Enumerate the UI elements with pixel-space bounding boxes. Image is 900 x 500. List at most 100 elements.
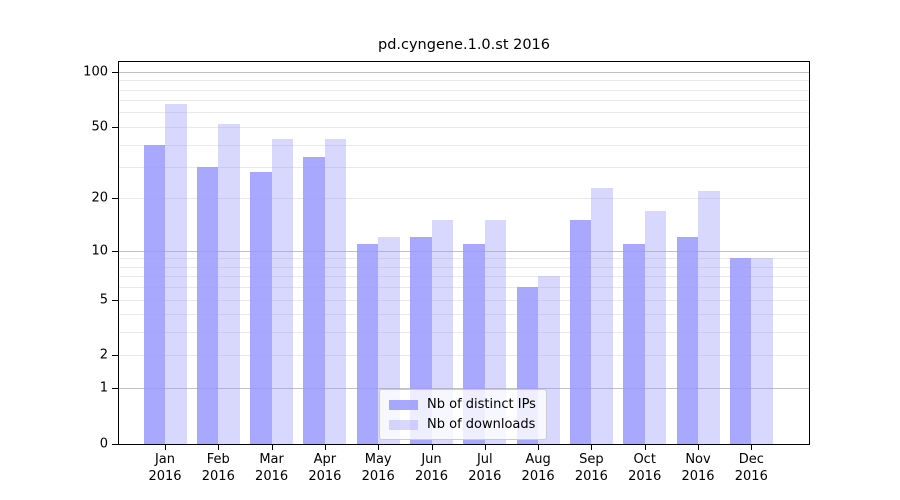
x-tick-mark-mar xyxy=(271,445,273,450)
x-tick-year: 2016 xyxy=(468,468,502,484)
bar-sep-distinct-ips xyxy=(569,220,592,444)
bar-dec-distinct-ips xyxy=(729,258,752,444)
x-tick-mark-nov xyxy=(698,445,699,450)
x-tick-label-dec: Dec 2016 xyxy=(721,452,781,485)
x-tick-year: 2016 xyxy=(681,468,715,484)
legend-item-downloads: Nb of downloads xyxy=(389,417,536,432)
x-tick-month: May xyxy=(364,452,392,467)
x-tick-label-may: May 2016 xyxy=(348,452,408,485)
legend-swatch-downloads xyxy=(389,419,418,430)
y-tick-mark-50 xyxy=(112,126,118,128)
x-tick-month: Aug xyxy=(525,452,551,467)
bar-oct-downloads xyxy=(644,210,667,444)
y-tick-mark-1 xyxy=(112,388,118,390)
bar-jun-downloads xyxy=(431,220,453,444)
x-tick-label-jan: Jan 2016 xyxy=(135,452,195,485)
x-tick-month: Apr xyxy=(313,452,337,467)
x-tick-year: 2016 xyxy=(521,468,555,484)
y-tick-mark-0 xyxy=(112,444,118,445)
x-tick-month: Jan xyxy=(154,452,176,467)
x-tick-mark-jun xyxy=(431,445,433,450)
x-tick-year: 2016 xyxy=(414,468,449,484)
x-tick-mark-apr xyxy=(324,445,326,450)
bar-dec-downloads xyxy=(751,258,773,444)
bar-apr-downloads xyxy=(324,138,347,444)
y-tick-label-1: 1 xyxy=(99,380,108,396)
y-tick-mark-100 xyxy=(112,71,118,73)
x-tick-month: Feb xyxy=(206,452,230,467)
bar-mar-downloads xyxy=(271,138,294,444)
x-tick-label-oct: Oct 2016 xyxy=(615,452,675,485)
legend-label-distinct-ips: Nb of distinct IPs xyxy=(427,397,536,412)
x-tick-label-sep: Sep 2016 xyxy=(561,452,621,485)
x-tick-mark-sep xyxy=(591,445,593,450)
plot-canvas xyxy=(119,62,809,444)
y-tick-label-100: 100 xyxy=(83,64,108,80)
legend-label-downloads: Nb of downloads xyxy=(427,417,536,432)
gridline-30 xyxy=(119,167,809,168)
x-tick-month: Mar xyxy=(259,452,284,467)
x-tick-mark-jul xyxy=(484,445,486,450)
gridline-70 xyxy=(119,100,809,102)
bar-nov-distinct-ips xyxy=(676,237,698,444)
y-tick-label-0: 0 xyxy=(99,436,108,452)
x-tick-mark-aug xyxy=(538,445,540,450)
bar-apr-distinct-ips xyxy=(303,157,325,444)
gridline-60 xyxy=(119,112,809,114)
bar-may-distinct-ips xyxy=(356,243,379,444)
bar-jan-distinct-ips xyxy=(143,144,165,444)
y-tick-label-20: 20 xyxy=(91,190,108,206)
y-tick-label-5: 5 xyxy=(99,292,108,307)
x-tick-year: 2016 xyxy=(361,468,395,484)
y-tick-mark-5 xyxy=(112,299,118,301)
x-tick-year: 2016 xyxy=(734,468,768,484)
plot-area: Nb of distinct IPs Nb of downloads xyxy=(118,61,810,445)
bar-sep-downloads xyxy=(591,187,613,444)
x-tick-label-jun: Jun 2016 xyxy=(402,452,462,485)
y-tick-label-2: 2 xyxy=(99,347,108,363)
bar-mar-distinct-ips xyxy=(250,172,272,444)
x-tick-year: 2016 xyxy=(255,468,289,484)
bar-oct-distinct-ips xyxy=(623,243,645,444)
x-tick-month: Sep xyxy=(579,452,604,467)
x-tick-label-mar: Mar 2016 xyxy=(242,452,302,485)
x-tick-month: Jul xyxy=(476,452,493,467)
x-tick-label-feb: Feb 2016 xyxy=(188,452,248,485)
y-tick-mark-2 xyxy=(112,355,118,357)
legend-item-distinct-ips: Nb of distinct IPs xyxy=(389,397,536,412)
legend-swatch-distinct-ips xyxy=(389,399,418,410)
x-tick-year: 2016 xyxy=(308,468,342,484)
bar-jan-downloads xyxy=(165,103,187,444)
bar-feb-downloads xyxy=(218,123,240,444)
x-tick-mark-dec xyxy=(751,445,753,450)
y-tick-label-10: 10 xyxy=(91,243,108,259)
bar-feb-distinct-ips xyxy=(196,167,219,444)
gridline-50 xyxy=(119,126,809,128)
gridline-100 xyxy=(119,71,809,73)
x-tick-month: Nov xyxy=(685,452,711,467)
x-tick-mark-may xyxy=(378,445,380,450)
x-tick-label-nov: Nov 2016 xyxy=(668,452,728,485)
x-tick-year: 2016 xyxy=(628,468,662,484)
bar-jul-downloads xyxy=(484,220,507,444)
y-tick-mark-20 xyxy=(112,198,118,200)
x-tick-month: Jun xyxy=(421,452,442,467)
x-tick-label-aug: Aug 2016 xyxy=(508,452,568,485)
gridline-80 xyxy=(119,89,809,91)
x-tick-year: 2016 xyxy=(574,468,608,484)
legend: Nb of distinct IPs Nb of downloads xyxy=(379,389,547,440)
gridline-20 xyxy=(119,198,809,200)
bar-nov-downloads xyxy=(698,191,720,444)
gridline-90 xyxy=(119,80,809,82)
x-tick-label-apr: Apr 2016 xyxy=(295,452,355,485)
x-tick-year: 2016 xyxy=(148,468,182,484)
y-tick-label-50: 50 xyxy=(91,119,108,135)
x-tick-year: 2016 xyxy=(201,468,235,484)
x-tick-label-jul: Jul 2016 xyxy=(455,452,515,485)
x-tick-mark-jan xyxy=(165,445,166,450)
x-tick-month: Dec xyxy=(738,452,764,467)
x-tick-mark-oct xyxy=(644,445,646,450)
chart-title: pd.cyngene.1.0.st 2016 xyxy=(377,37,551,53)
y-tick-mark-10 xyxy=(112,250,118,252)
gridline-40 xyxy=(119,144,809,146)
